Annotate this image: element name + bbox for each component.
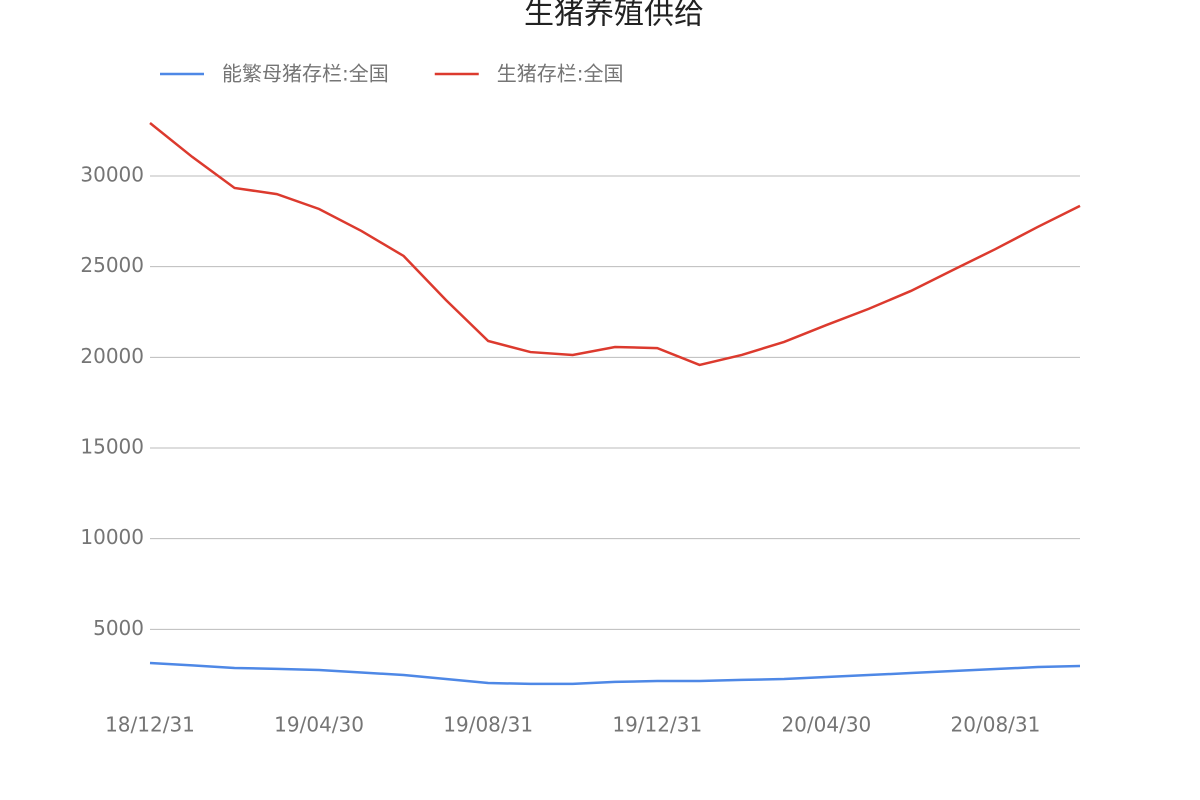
x-tick-label: 18/12/31	[105, 713, 195, 737]
y-tick-label: 30000	[80, 162, 144, 186]
chart-title: 生猪养殖供给	[524, 0, 704, 32]
x-tick-label: 20/04/30	[781, 713, 871, 737]
y-tick-label: 15000	[80, 434, 144, 458]
legend-label: 能繁母猪存栏:全国	[222, 62, 389, 86]
x-tick-label: 20/08/31	[951, 713, 1041, 737]
y-tick-label: 10000	[80, 525, 144, 549]
x-tick-label: 19/12/31	[612, 713, 702, 737]
series-line	[149, 122, 1081, 367]
y-tick-label: 5000	[93, 616, 144, 640]
legend-label: 生猪存栏:全国	[497, 62, 624, 86]
y-tick-label: 25000	[80, 253, 144, 277]
y-tick-label: 20000	[80, 344, 144, 368]
series-line	[149, 661, 1081, 686]
x-tick-label: 19/04/30	[274, 713, 364, 737]
x-tick-label: 19/08/31	[443, 713, 533, 737]
